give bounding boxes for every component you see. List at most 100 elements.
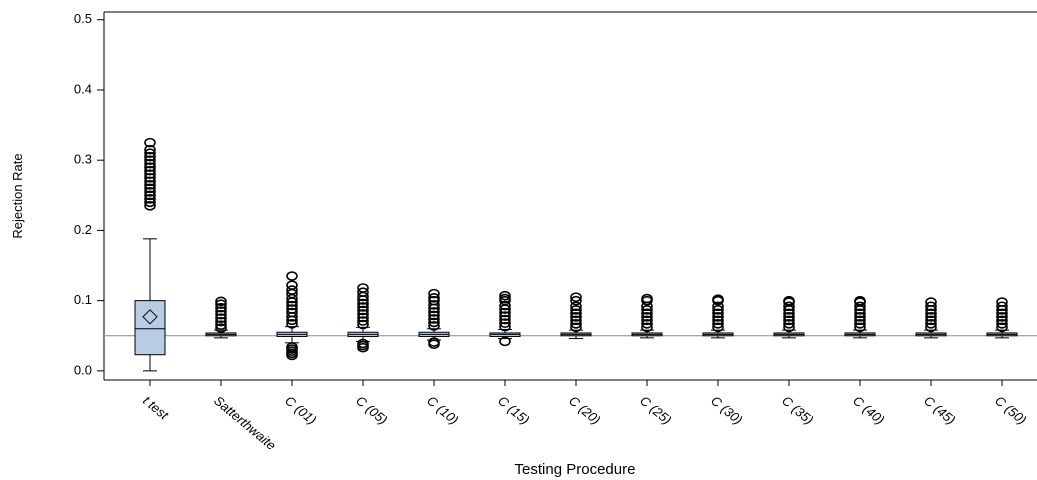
x-tick-label: C (45) — [921, 393, 958, 428]
outlier — [428, 337, 440, 347]
outlier — [712, 301, 724, 312]
outlier — [428, 293, 440, 303]
outlier — [144, 144, 156, 155]
outlier — [925, 311, 937, 322]
y-tick-label: 0.0 — [74, 362, 92, 377]
outlier — [357, 298, 369, 309]
outlier — [144, 201, 156, 211]
outlier — [712, 308, 724, 319]
outlier — [215, 316, 227, 327]
outlier — [996, 319, 1008, 329]
outlier — [854, 301, 866, 312]
outlier — [925, 319, 937, 329]
outlier — [570, 311, 582, 322]
outlier — [783, 308, 795, 319]
outlier — [144, 172, 156, 183]
outlier — [286, 271, 298, 281]
outlier — [783, 311, 795, 322]
outlier — [783, 295, 795, 306]
y-axis-label: Rejection Rate — [10, 153, 25, 238]
x-tick-label: t test — [140, 393, 172, 423]
outlier — [428, 300, 440, 310]
outlier — [499, 321, 511, 332]
outlier — [925, 301, 937, 312]
outlier — [996, 311, 1008, 322]
outlier — [499, 336, 511, 347]
outlier — [357, 287, 369, 298]
outlier — [641, 315, 653, 326]
x-tick-label: C (25) — [637, 393, 674, 428]
outlier — [144, 137, 156, 148]
x-tick-label: Satterthwaite — [211, 393, 279, 453]
outlier — [783, 315, 795, 326]
outlier — [215, 320, 227, 331]
outlier — [712, 319, 724, 329]
outlier — [854, 311, 866, 322]
outlier — [428, 310, 440, 321]
outlier — [570, 304, 582, 315]
outlier — [357, 338, 369, 349]
outlier — [499, 300, 511, 311]
outlier — [215, 299, 227, 309]
outlier — [641, 322, 653, 333]
outlier — [428, 295, 440, 306]
x-tick-label: C (01) — [282, 393, 319, 428]
outlier — [428, 317, 440, 328]
outlier — [215, 302, 227, 313]
x-tick-label: C (50) — [992, 393, 1029, 428]
outlier — [144, 176, 156, 187]
outlier — [286, 342, 298, 352]
outlier — [357, 319, 369, 330]
outlier — [712, 311, 724, 322]
outlier — [570, 322, 582, 333]
outlier — [996, 301, 1008, 312]
outlier — [357, 302, 369, 312]
box — [134, 300, 166, 356]
outlier — [783, 301, 795, 312]
outlier — [428, 288, 440, 299]
outlier — [925, 297, 937, 307]
outlier — [144, 197, 156, 208]
outlier — [499, 290, 511, 301]
outlier — [144, 151, 156, 162]
outlier — [144, 162, 156, 173]
outlier — [286, 319, 298, 329]
x-axis-label: Testing Procedure — [515, 461, 636, 478]
outlier — [357, 316, 369, 326]
outlier — [712, 315, 724, 326]
outlier — [712, 304, 724, 315]
outlier — [144, 155, 156, 165]
outlier — [712, 322, 724, 333]
outlier — [712, 294, 724, 305]
outlier — [144, 179, 156, 190]
outlier — [144, 194, 156, 204]
outlier — [499, 311, 511, 321]
outlier — [641, 308, 653, 319]
outlier — [641, 319, 653, 329]
outlier — [996, 315, 1008, 326]
outlier — [144, 158, 156, 169]
outlier — [428, 307, 440, 317]
outlier — [854, 322, 866, 333]
outlier — [286, 304, 298, 314]
x-tick-label: C (30) — [708, 393, 745, 428]
x-tick-label: C (05) — [353, 393, 390, 428]
outlier — [499, 307, 511, 318]
outlier — [570, 295, 582, 306]
mean-marker — [142, 309, 158, 325]
outlier — [854, 319, 866, 329]
outlier — [286, 307, 298, 318]
outlier — [570, 315, 582, 326]
outlier — [215, 309, 227, 320]
outlier — [925, 315, 937, 326]
outlier — [854, 295, 866, 306]
outlier — [428, 314, 440, 324]
outlier — [357, 305, 369, 316]
y-tick-label: 0.3 — [74, 152, 92, 167]
x-tick-label: C (20) — [566, 393, 603, 428]
x-tick-label: C (35) — [779, 393, 816, 428]
outlier — [641, 304, 653, 315]
outlier — [570, 292, 582, 302]
y-tick-label: 0.2 — [74, 222, 92, 237]
